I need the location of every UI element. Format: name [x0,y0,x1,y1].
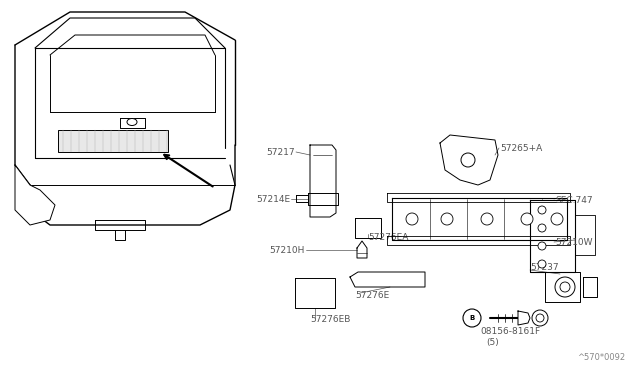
Polygon shape [308,193,338,205]
Polygon shape [518,311,530,325]
Polygon shape [357,241,367,258]
Polygon shape [310,145,336,217]
Polygon shape [355,218,381,238]
Circle shape [560,282,570,292]
Polygon shape [350,272,425,287]
Polygon shape [15,165,55,225]
Circle shape [481,213,493,225]
Text: 57210H: 57210H [269,246,305,254]
Circle shape [538,260,546,268]
Text: 08156-8161F: 08156-8161F [480,327,540,337]
Text: 57214E: 57214E [256,195,290,203]
Ellipse shape [127,119,137,125]
Text: SEC.747: SEC.747 [555,196,593,205]
Circle shape [406,213,418,225]
Text: (5): (5) [486,337,499,346]
Circle shape [441,213,453,225]
Polygon shape [575,215,595,255]
Circle shape [555,277,575,297]
Circle shape [538,224,546,232]
Polygon shape [545,272,580,302]
Bar [58,130,168,152]
Circle shape [551,213,563,225]
Text: 57237: 57237 [530,263,559,273]
Text: 57276EB: 57276EB [310,315,350,324]
Polygon shape [440,135,498,185]
Circle shape [536,314,544,322]
Text: 57276EA: 57276EA [368,232,408,241]
Circle shape [532,310,548,326]
Circle shape [463,309,481,327]
Text: ^570*0092: ^570*0092 [577,353,625,362]
Text: B: B [469,315,475,321]
Polygon shape [392,198,567,240]
Polygon shape [295,278,335,308]
Polygon shape [296,195,308,202]
Polygon shape [387,236,570,245]
Text: 57217: 57217 [266,148,295,157]
Circle shape [521,213,533,225]
Polygon shape [583,277,597,297]
Text: 57210W: 57210W [555,237,593,247]
Circle shape [538,206,546,214]
Circle shape [461,153,475,167]
Polygon shape [530,200,575,272]
Circle shape [538,242,546,250]
Text: 57265+A: 57265+A [500,144,542,153]
Polygon shape [387,193,570,202]
Text: 57276E: 57276E [355,292,389,301]
